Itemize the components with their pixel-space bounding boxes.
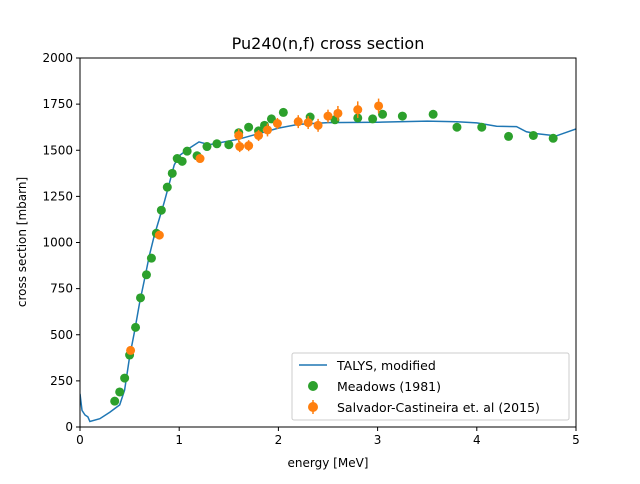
y-tick-label: 1250 (42, 189, 73, 203)
meadows-point (477, 122, 487, 132)
meadows-point (120, 373, 130, 383)
salvador-point (374, 101, 384, 111)
x-tick-label: 2 (275, 433, 283, 447)
meadows-point (397, 111, 407, 121)
salvador-point (262, 125, 272, 135)
legend-label-talys: TALYS, modified (336, 358, 436, 373)
meadows-point (182, 146, 192, 156)
salvador-point (333, 108, 343, 118)
y-tick-label: 0 (65, 420, 73, 434)
x-tick-label: 0 (76, 433, 84, 447)
meadows-point (224, 140, 234, 150)
series-2 (126, 98, 384, 355)
salvador-point (323, 111, 333, 121)
meadows-point (368, 114, 378, 124)
meadows-point (278, 107, 288, 117)
meadows-point (141, 270, 151, 280)
x-tick-label: 4 (473, 433, 481, 447)
x-axis-label: energy [MeV] (288, 456, 369, 470)
meadows-point (115, 387, 125, 397)
meadows-point (548, 133, 558, 143)
salvador-point (195, 154, 205, 164)
x-tick-label: 5 (572, 433, 580, 447)
meadows-point (202, 142, 212, 152)
x-tick-label: 1 (175, 433, 183, 447)
salvador-point (293, 117, 303, 127)
salvador-point (353, 105, 363, 115)
salvador-point (234, 130, 244, 140)
y-tick-label: 2000 (42, 51, 73, 65)
meadows-point (177, 156, 187, 166)
legend-marker-salvador (308, 402, 318, 412)
salvador-point (235, 142, 245, 152)
meadows-point (428, 109, 438, 119)
meadows-point (131, 322, 141, 332)
x-axis: 0 1 2 3 4 5 (76, 427, 580, 447)
salvador-point (254, 130, 264, 140)
legend-marker-meadows (308, 381, 318, 391)
salvador-point (272, 118, 282, 128)
x-tick-label: 3 (374, 433, 382, 447)
y-tick-label: 250 (50, 374, 73, 388)
meadows-point (504, 131, 514, 141)
meadows-point (212, 139, 222, 149)
meadows-point (528, 130, 538, 140)
chart-title: Pu240(n,f) cross section (232, 34, 425, 53)
y-tick-label: 1750 (42, 97, 73, 111)
y-axis: 0 250 500 750 1000 1250 1500 1750 2000 (42, 51, 80, 434)
meadows-point (136, 293, 146, 303)
meadows-point (378, 109, 388, 119)
meadows-point (167, 168, 177, 178)
legend-label-salvador: Salvador-Castineira et. al (2015) (337, 400, 540, 415)
y-tick-label: 1500 (42, 143, 73, 157)
meadows-point (162, 182, 172, 192)
salvador-point (126, 345, 136, 355)
y-axis-label: cross section [mbarn] (15, 177, 29, 307)
y-tick-label: 750 (50, 282, 73, 296)
salvador-point (313, 120, 323, 130)
legend: TALYS, modified Meadows (1981) Salvador-… (291, 352, 570, 421)
y-tick-label: 500 (50, 328, 73, 342)
legend-box (291, 352, 570, 421)
salvador-point (303, 118, 313, 128)
meadows-point (156, 205, 166, 215)
legend-label-meadows: Meadows (1981) (337, 379, 441, 394)
salvador-point (244, 141, 254, 151)
meadows-point (452, 122, 462, 132)
meadows-point (110, 396, 120, 406)
y-tick-label: 1000 (42, 236, 73, 250)
meadows-point (146, 253, 156, 263)
salvador-point (154, 230, 164, 240)
meadows-point (244, 122, 254, 132)
